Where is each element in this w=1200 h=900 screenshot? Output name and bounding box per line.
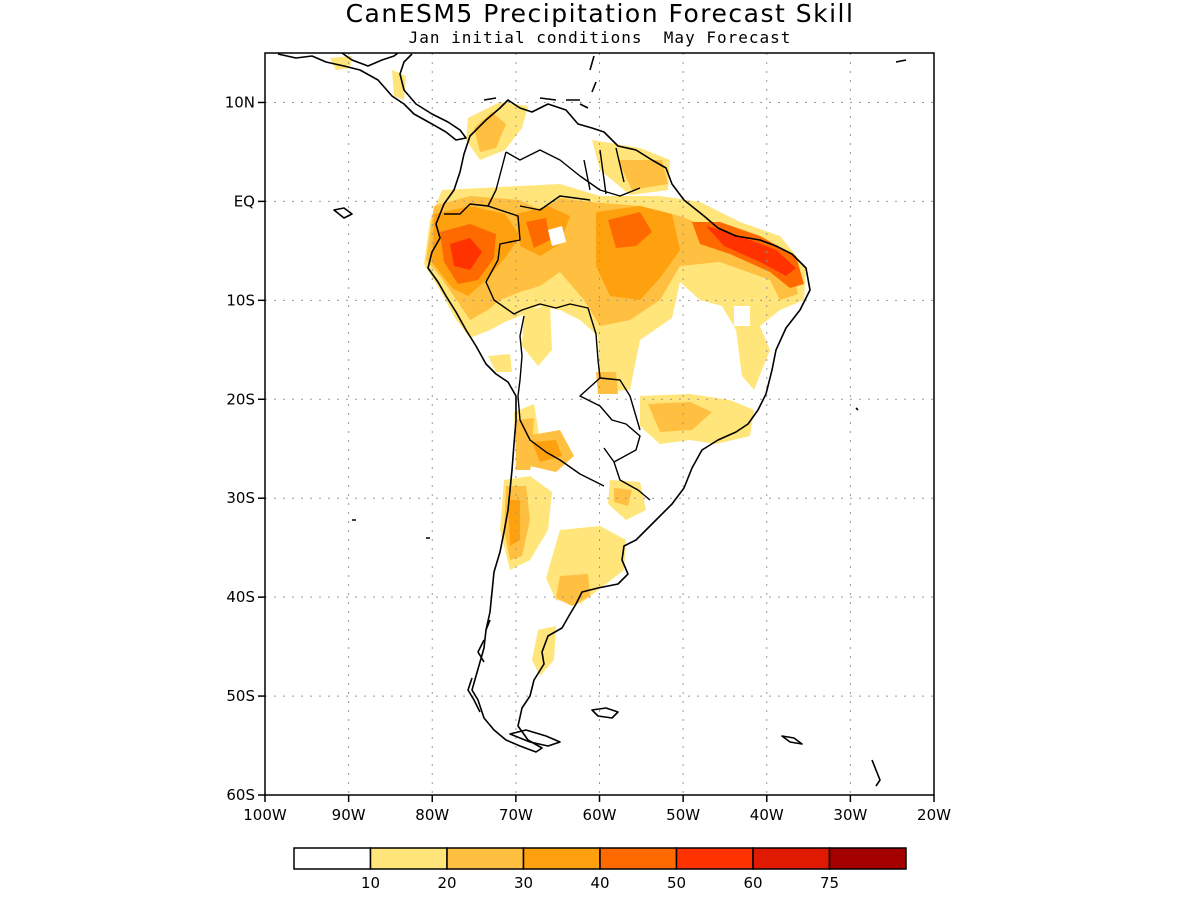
chart-subtitle: Jan initial conditions May Forecast: [408, 28, 792, 47]
juan-fernandez: [352, 519, 430, 539]
lat-tick-label: 10S: [226, 291, 255, 309]
longitude-axis: 100W 90W 80W 70W 60W 50W 40W 30W 20W: [243, 795, 951, 824]
skill-shading-layer: [330, 56, 806, 676]
yucatan-coastline: [341, 53, 399, 67]
colorbar-swatch: [828, 847, 907, 870]
south-sandwich-islands: [871, 759, 881, 787]
colorbar-label: 75: [820, 874, 839, 892]
skill-region-central-brazil-core: [648, 402, 712, 432]
skill-region-peru-coast: [488, 354, 512, 372]
colorbar-swatch: [675, 847, 754, 870]
colorbar-label: 50: [667, 874, 686, 892]
skill-region-patagonia: [532, 626, 556, 676]
lon-tick-label: 80W: [415, 806, 449, 824]
lon-tick-label: 70W: [499, 806, 533, 824]
caribbean-islands: [483, 55, 597, 109]
colorbar-swatch: [293, 847, 372, 870]
lat-tick-label: EQ: [234, 192, 255, 210]
skill-region-bolivia: [522, 306, 552, 366]
fernando-de-noronha: [855, 407, 859, 411]
lon-tick-label: 50W: [666, 806, 700, 824]
colorbar-swatch: [369, 847, 448, 870]
lat-tick-label: 60S: [226, 786, 255, 804]
lat-tick-label: 20S: [226, 390, 255, 408]
central-america-coastline: [277, 53, 467, 141]
colorbar-label: 30: [514, 874, 533, 892]
country-borders: [444, 147, 651, 501]
south-georgia: [781, 735, 803, 745]
coastlines: [277, 53, 907, 787]
tierra-del-fuego: [509, 729, 561, 747]
skill-region-amazon-central-hot: [526, 218, 550, 248]
colorbar-label: 20: [437, 874, 456, 892]
saint-peter-paul: [895, 59, 907, 63]
chile-archipelago: [467, 619, 491, 713]
colorbar-swatch: [599, 847, 678, 870]
colorbar-swatch: [446, 847, 525, 870]
skill-region-central-america-2: [392, 70, 406, 100]
lat-tick-label: 40S: [226, 588, 255, 606]
skill-region-amazon-west-peak: [450, 238, 482, 270]
skill-region-uruguay-core: [614, 488, 632, 506]
skill-region-amazon-hole: [548, 226, 566, 246]
lon-tick-label: 20W: [917, 806, 951, 824]
colorbar-swatch: [522, 847, 601, 870]
skill-region-amazon-east-hot: [608, 212, 652, 248]
galapagos-islands: [333, 207, 353, 219]
lat-tick-label: 30S: [226, 489, 255, 507]
skill-region-guyanas-core: [618, 160, 668, 190]
colorbar-label: 10: [361, 874, 380, 892]
lon-tick-label: 30W: [833, 806, 867, 824]
skill-region-venezuela-core: [474, 112, 506, 152]
colorbar-label: 40: [590, 874, 609, 892]
lon-tick-label: 60W: [583, 806, 617, 824]
colorbar-swatch: [752, 847, 831, 870]
skill-region-ne-brazil-peak: [706, 226, 796, 276]
south-america-coastline: [427, 99, 811, 753]
lat-tick-label: 10N: [225, 93, 255, 111]
skill-region-brazil-hole: [734, 306, 750, 326]
skill-region-chile-central-hot: [508, 500, 520, 546]
lat-tick-label: 50S: [226, 687, 255, 705]
lon-tick-label: 100W: [243, 806, 287, 824]
skill-region-pampas-core: [556, 574, 590, 606]
chart-title: CanESM5 Precipitation Forecast Skill: [345, 0, 855, 28]
colorbar: 10 20 30 40 50 60 75: [293, 847, 907, 892]
colorbar-label: 60: [743, 874, 762, 892]
falkland-islands: [591, 707, 619, 719]
lon-tick-label: 40W: [750, 806, 784, 824]
lon-tick-label: 90W: [332, 806, 366, 824]
latitude-axis: 10N EQ 10S 20S 30S 40S 50S 60S: [225, 93, 265, 804]
